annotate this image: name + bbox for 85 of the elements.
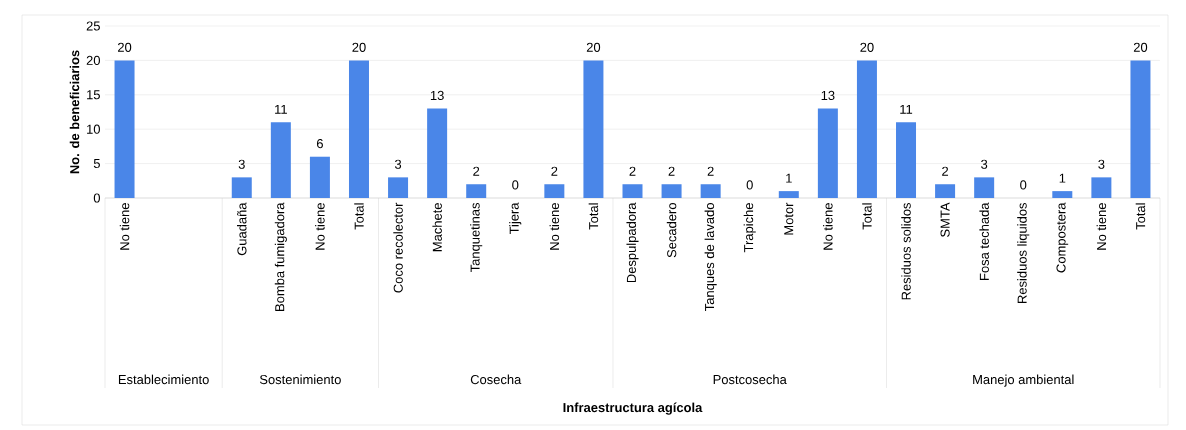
x-tick-label: Total: [1135, 203, 1146, 230]
x-tick-label: Total: [588, 203, 599, 230]
data-label: 3: [238, 159, 245, 169]
bar: [388, 177, 409, 198]
x-tick-label: No tiene: [119, 203, 130, 250]
y-axis-title: No. de beneficiarios: [69, 50, 80, 174]
x-tick-label: Total: [862, 203, 872, 230]
data-label: 11: [275, 104, 287, 114]
x-tick-label: Coco recolector: [393, 202, 403, 293]
x-tick-label: No tiene: [1096, 203, 1107, 250]
bar: [778, 191, 799, 198]
data-label: 11: [900, 104, 913, 114]
x-tick-label: Residuos liquidos: [1017, 203, 1030, 303]
bar: [231, 177, 252, 198]
data-label: 20: [118, 42, 132, 52]
x-tick-label: No tiene: [315, 203, 325, 250]
x-tick-label: Trapiche: [743, 203, 756, 253]
text: Establecimiento: [118, 374, 209, 385]
data-label: 2: [668, 166, 675, 176]
y-tick-label: 15: [87, 90, 100, 100]
data-label: 0: [512, 180, 519, 190]
y-tick-label: 25: [86, 21, 100, 31]
x-tick-label: Despulpadora: [626, 202, 639, 283]
x-tick-label: Guadaña: [237, 202, 247, 256]
bar: [661, 184, 682, 198]
bar: [896, 122, 917, 198]
x-tick-label: No tiene: [549, 203, 560, 250]
bar: [1130, 60, 1151, 198]
x-tick-label: Fosa techada: [979, 202, 989, 280]
data-label: 2: [629, 166, 636, 176]
bar: [427, 108, 448, 198]
x-tick-label: Machete: [432, 203, 442, 252]
text: Sostenimiento: [259, 374, 341, 385]
bar: [309, 156, 330, 198]
bar: [817, 108, 838, 198]
y-tick-label: 20: [86, 55, 100, 65]
data-label: 0: [746, 180, 753, 190]
x-tick-label: Compostera: [1056, 202, 1069, 273]
bar: [974, 177, 995, 198]
data-label: 13: [821, 90, 835, 101]
data-label: 2: [551, 166, 558, 176]
data-label: 6: [316, 139, 323, 149]
x-tick-label: SMTA: [940, 202, 950, 237]
data-label: 13: [430, 90, 444, 101]
data-label: 3: [394, 159, 402, 169]
bar: [700, 184, 721, 198]
text: Manejo ambiental: [973, 374, 1074, 387]
data-label: 2: [707, 166, 714, 176]
x-tick-label: Tanques de lavado: [704, 203, 717, 311]
bar: [114, 60, 135, 198]
data-label: 20: [860, 42, 874, 52]
bar: [466, 184, 487, 198]
x-tick-label: Motor: [784, 202, 794, 235]
bar: [583, 60, 604, 198]
bar: [856, 60, 877, 198]
data-label: 20: [586, 42, 601, 52]
data-label: 20: [1133, 42, 1148, 52]
data-label: 20: [352, 42, 366, 52]
data-label: 3: [981, 159, 988, 169]
data-label: 2: [942, 166, 949, 176]
text: Infraestructura agícola: [563, 402, 703, 415]
x-tick-label: Tijera: [509, 202, 522, 235]
bar: [544, 184, 565, 198]
x-tick-label: Total: [354, 203, 364, 230]
x-tick-label: Secadero: [666, 203, 677, 258]
bar: [622, 184, 643, 198]
x-tick-label: Residuos solidos: [901, 203, 911, 300]
data-label: 3: [1098, 159, 1105, 169]
bar: [1052, 191, 1073, 198]
bar: [1091, 177, 1112, 198]
bar: [935, 184, 956, 198]
y-tick-label: 10: [87, 124, 100, 134]
bar: [348, 60, 369, 198]
x-tick-label: Bomba fumigadora: [274, 202, 287, 311]
data-label: 0: [1020, 180, 1027, 190]
text: Cosecha: [470, 374, 522, 385]
y-tick-label: 0: [93, 193, 100, 203]
data-label: 1: [1059, 173, 1066, 183]
data-label: 1: [786, 173, 792, 183]
x-tick-label: No tiene: [823, 203, 833, 250]
bar: [270, 122, 291, 198]
data-label: 2: [473, 166, 480, 176]
y-tick-label: 5: [93, 159, 100, 169]
x-tick-label: Tanquetinas: [470, 202, 483, 273]
text: Postcosecha: [713, 374, 787, 385]
